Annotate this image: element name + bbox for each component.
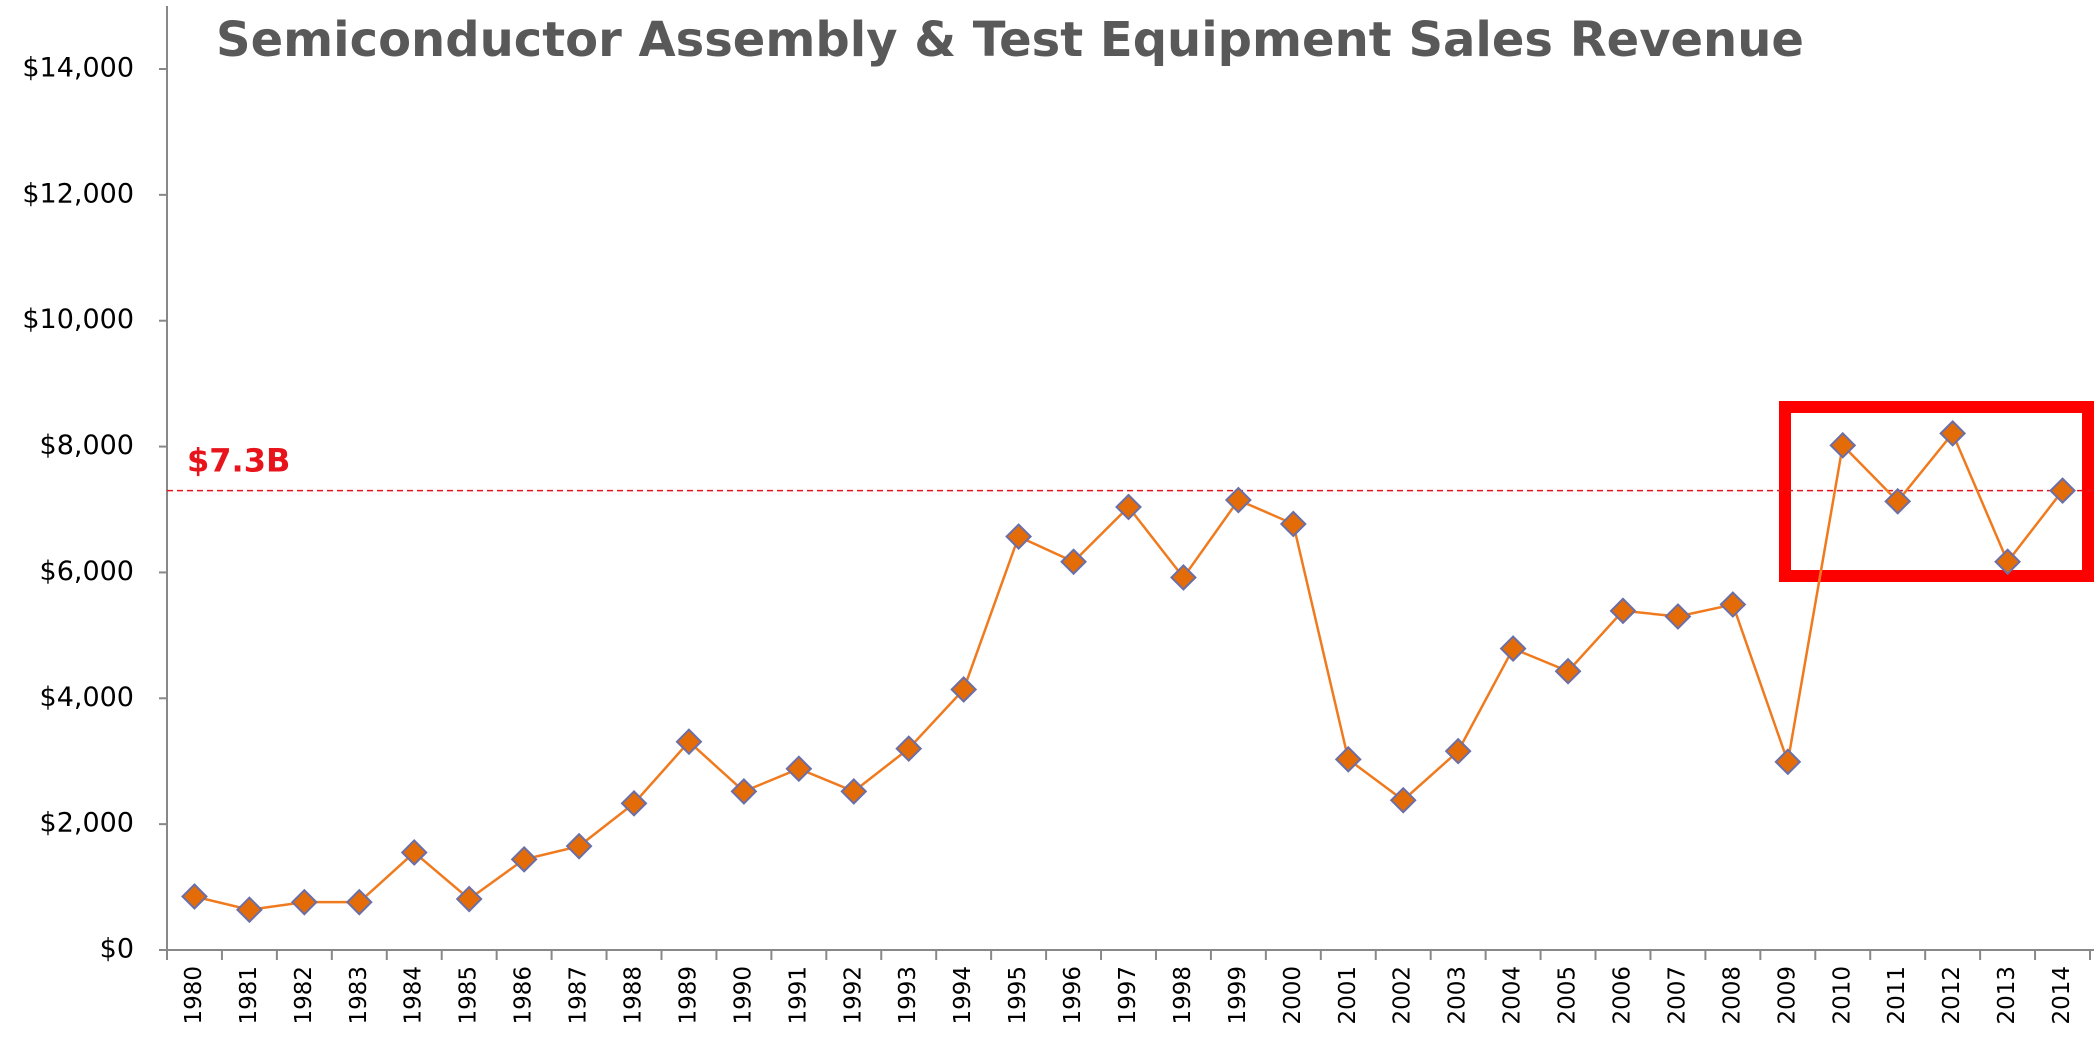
x-tick-label: 2003 [1445,966,1471,1025]
marker [1279,510,1307,538]
marker [400,839,428,866]
x-tick-label: 1989 [675,966,701,1025]
x-tick-label: 2011 [1884,966,1910,1025]
x-tick-label: 2000 [1280,966,1306,1025]
x-tick-label: 1995 [1005,966,1031,1025]
marker [895,735,923,763]
marker [565,832,593,860]
x-tick-label: 1987 [566,966,592,1025]
marker [2049,477,2076,505]
x-tick-label: 2008 [1719,966,1745,1025]
marker [181,883,208,910]
marker [785,755,813,783]
marker [1994,548,2021,576]
x-tick-label: 1982 [291,966,317,1025]
chart-title: Semiconductor Assembly & Test Equipment … [216,12,1804,68]
x-tick-label: 1986 [511,966,537,1025]
reference-label: $7.3B [187,442,290,480]
highlight-box [1779,401,2094,582]
x-tick-label: 1981 [236,966,262,1025]
marker [1005,523,1033,550]
marker [1554,657,1582,685]
y-tick-label: $2,000 [40,808,134,839]
x-tick-label: 2006 [1609,966,1635,1025]
marker [1939,419,1967,447]
x-tick-label: 1998 [1170,966,1196,1025]
marker [1389,786,1417,814]
y-tick-label: $14,000 [22,53,134,84]
x-tick-label: 2007 [1664,966,1690,1025]
x-tick-label: 1984 [401,966,427,1025]
marker [1334,745,1362,773]
marker [620,789,648,817]
x-tick-label: 1990 [730,966,756,1025]
marker [455,885,483,913]
x-tick-label: 1994 [950,966,976,1025]
marker [730,778,758,805]
x-tick-label: 2014 [2049,966,2075,1025]
y-tick-label: $0 [100,934,134,965]
x-tick-label: 2001 [1335,966,1361,1025]
x-tick-label: 2013 [1994,966,2020,1025]
x-tick-label: 2004 [1500,966,1526,1025]
marker [1224,486,1252,514]
x-tick-label: 2005 [1555,966,1581,1025]
x-tick-label: 1991 [785,966,811,1025]
y-tick-label: $8,000 [40,430,134,461]
y-tick-label: $12,000 [22,178,134,209]
y-tick-label: $6,000 [40,556,134,587]
x-tick-label: 2002 [1390,966,1416,1025]
marker [1719,591,1747,618]
x-tick-label: 1997 [1115,966,1141,1025]
marker [1829,431,1857,459]
marker [1170,564,1197,591]
x-tick-label: 1992 [840,966,866,1025]
marker [1444,737,1472,765]
marker [1664,603,1692,630]
marker [675,728,703,756]
x-tick-label: 1999 [1225,966,1251,1025]
x-tick-label: 1983 [346,966,372,1025]
x-tick-label: 2012 [1939,966,1965,1025]
marker [236,896,263,924]
marker [290,888,318,916]
marker [1884,487,1912,515]
marker [1609,597,1637,625]
marker [1774,748,1802,776]
x-tick-label: 2010 [1829,966,1855,1025]
y-tick-label: $10,000 [22,304,134,335]
x-tick-label: 1980 [181,966,207,1025]
marker [1060,548,1087,576]
x-tick-label: 1988 [621,966,647,1025]
x-tick-label: 1993 [895,966,921,1025]
x-tick-label: 1985 [456,966,482,1025]
marker [1115,493,1142,521]
marker [345,888,373,916]
marker [950,676,978,703]
x-tick-label: 1996 [1060,966,1086,1025]
marker [510,845,538,873]
y-tick-label: $4,000 [40,682,134,713]
marker [1499,635,1527,662]
marker [840,778,868,805]
x-tick-label: 2009 [1774,966,1800,1025]
